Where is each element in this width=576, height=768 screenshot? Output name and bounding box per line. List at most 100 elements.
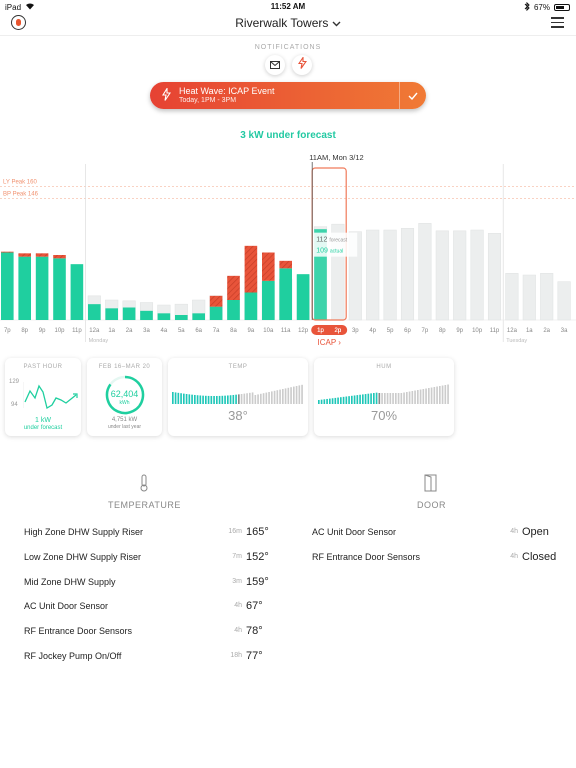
period-card[interactable]: FEB 16–MAR 20 62,404 kWh 4,751 kW under …	[87, 358, 162, 436]
avatar[interactable]	[11, 15, 26, 30]
mini-bar	[337, 397, 339, 404]
mini-bar	[202, 395, 204, 404]
past-hour-card[interactable]: PAST HOUR 129 94 1 kW under forecast	[5, 358, 81, 436]
x-tick-label: 12a	[89, 328, 100, 334]
sensor-value: 77°	[246, 650, 263, 662]
forecast-bar	[487, 233, 502, 321]
sensor-row[interactable]: High Zone DHW Supply Riser 16m 165°	[24, 525, 274, 539]
sensor-name: RF Jockey Pump On/Off	[24, 651, 122, 661]
sensor-name: Low Zone DHW Supply Riser	[24, 551, 142, 562]
sensor-row[interactable]: RF Jockey Pump On/Off 18h 77°	[24, 649, 274, 663]
sensor-row[interactable]: RF Entrance Door Sensors 4h Closed	[312, 550, 562, 564]
over-forecast-bar	[262, 252, 275, 281]
chart-tooltip	[313, 232, 358, 257]
mini-bar	[221, 395, 224, 404]
forecast-bar	[505, 273, 519, 321]
mini-bar	[348, 396, 350, 404]
mini-bar	[216, 395, 218, 404]
mini-bar	[331, 398, 334, 404]
sensor-age: 4h	[510, 528, 518, 535]
sensor-name: RF Entrance Door Sensors	[24, 626, 133, 637]
mini-bar	[210, 395, 213, 404]
temperature-section-title: TEMPERATURE	[108, 500, 181, 510]
mini-bar	[180, 393, 182, 404]
mini-bar	[384, 393, 386, 404]
mail-icon	[270, 56, 280, 74]
mini-bar	[254, 395, 257, 404]
status-time: 11:52 AM	[270, 2, 306, 11]
mini-bar	[249, 392, 251, 404]
event-title: Heat Wave: ICAP Event	[179, 86, 275, 96]
x-tick-label: 12p	[298, 328, 309, 334]
reference-line-label: LY Peak 160	[3, 180, 37, 186]
over-forecast-bar	[244, 245, 258, 293]
mini-bar	[422, 389, 425, 404]
actual-bar	[279, 268, 292, 320]
mini-bar	[356, 395, 359, 404]
sensor-row[interactable]: AC Unit Door Sensor 4h Open	[312, 525, 562, 539]
x-tick-label: 2a	[543, 328, 550, 334]
over-forecast-bar	[53, 255, 66, 259]
sensor-value: Open	[522, 526, 549, 538]
actual-bar	[244, 292, 258, 320]
nav-bar: Riverwalk Towers	[0, 14, 576, 36]
mini-bar	[433, 387, 436, 404]
x-tick-label: 11p	[490, 328, 500, 334]
sensor-age: 16m	[228, 528, 242, 535]
mini-bar	[345, 396, 348, 404]
lightning-icon	[162, 86, 172, 106]
x-tick-label: 5a	[178, 328, 185, 334]
mini-bar	[400, 393, 403, 404]
alert-button[interactable]	[292, 55, 312, 75]
notifications-label: NOTIFICATIONS	[254, 44, 322, 51]
x-tick-label: 8p	[439, 328, 446, 334]
building-selector[interactable]: Riverwalk Towers	[0, 16, 576, 30]
lightning-icon	[297, 55, 307, 74]
list-menu-icon[interactable]	[551, 17, 564, 31]
over-forecast-bar	[1, 251, 14, 253]
sensor-name: AC Unit Door Sensor	[24, 601, 109, 612]
mini-bar	[199, 395, 202, 404]
actual-bar	[105, 308, 118, 320]
over-forecast-bar	[227, 275, 240, 300]
battery-percent: 67%	[533, 3, 550, 12]
icap-pill[interactable]	[311, 325, 348, 335]
event-banner[interactable]: Heat Wave: ICAP Event Today, 1PM - 3PM	[150, 82, 426, 109]
sensor-row[interactable]: Low Zone DHW Supply Riser 7m 152°	[24, 550, 274, 564]
mini-bar	[194, 394, 196, 404]
x-tick-label: 2p	[335, 328, 342, 334]
mail-button[interactable]	[265, 55, 285, 75]
over-forecast-bar	[209, 295, 223, 307]
mini-bar	[414, 390, 416, 404]
sensor-row[interactable]: AC Unit Door Sensor 4h 67°	[24, 599, 274, 613]
sensor-age: 18h	[230, 652, 242, 659]
period-gauge	[105, 375, 145, 415]
mini-bar	[232, 394, 235, 404]
over-forecast-bar	[18, 253, 31, 257]
mini-bar	[246, 393, 248, 404]
forecast-bar	[522, 274, 536, 321]
forecast-bar	[453, 230, 467, 321]
sensor-row[interactable]: RF Entrance Door Sensors 4h 78°	[24, 624, 274, 638]
forecast-headline: 3 kW under forecast	[240, 130, 336, 141]
humidity-card[interactable]: HUM 70%	[314, 358, 454, 436]
mini-bar	[408, 391, 411, 404]
sensor-row[interactable]: Mid Zone DHW Supply 3m 159°	[24, 575, 274, 589]
x-tick-label: 12a	[507, 328, 518, 334]
mini-bar	[340, 397, 342, 404]
mini-bar	[213, 396, 215, 404]
acknowledge-button[interactable]	[399, 82, 426, 109]
mini-bar	[411, 391, 414, 404]
x-tick-label: 10p	[54, 328, 65, 334]
chevron-down-icon	[332, 16, 341, 30]
sensor-age: 3m	[232, 577, 242, 585]
x-tick-label: 11p	[72, 328, 82, 334]
mini-bar	[229, 395, 232, 404]
mini-bar	[441, 385, 444, 404]
icap-label[interactable]: ICAP ›	[317, 338, 341, 347]
x-tick-label: 10p	[472, 328, 483, 334]
mini-bar	[353, 395, 356, 404]
temp-card[interactable]: TEMP 38°	[168, 358, 308, 436]
sensor-value: 165°	[246, 526, 269, 538]
